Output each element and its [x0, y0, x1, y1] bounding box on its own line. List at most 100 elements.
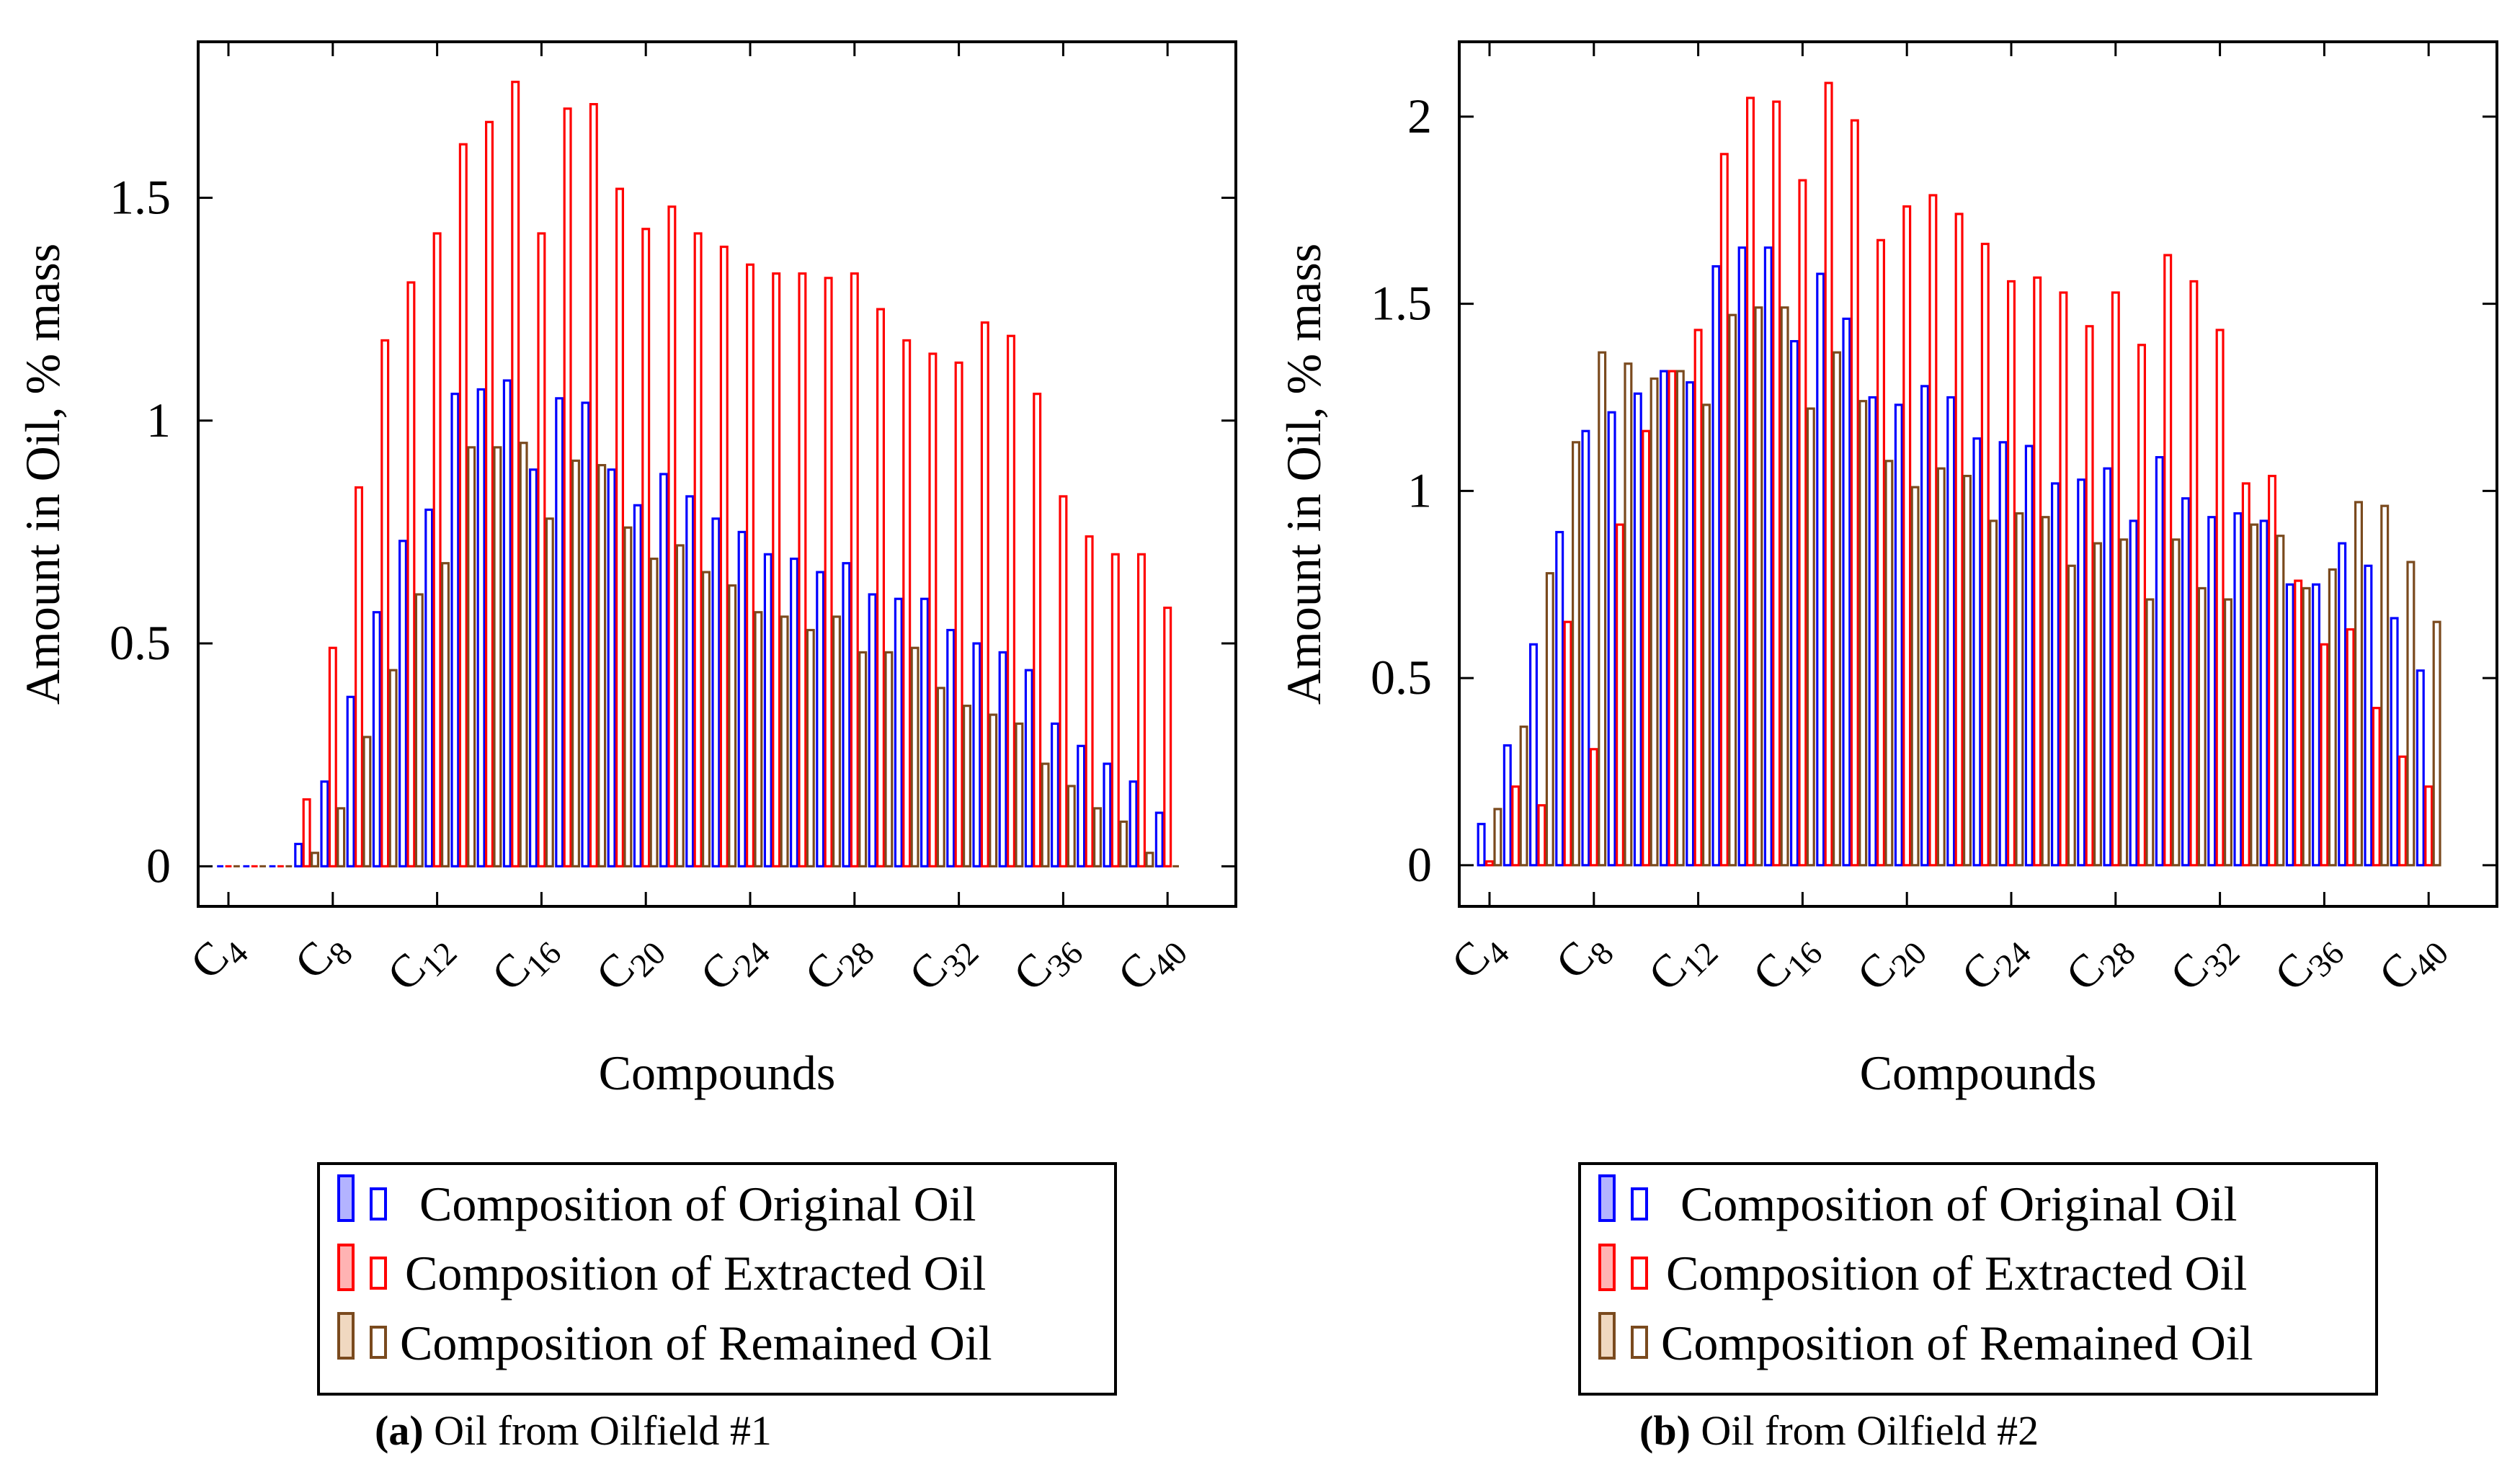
- bar-original: [424, 508, 434, 867]
- legend-label-remained-b: Composition of Remained Oil: [1661, 1316, 2253, 1370]
- y-tick-label: 1.5: [110, 169, 171, 224]
- bar-remained: [362, 736, 372, 867]
- legend-entry-original-b: Composition of Original Oil: [1598, 1174, 2238, 1231]
- y-ticks-b: 0 0.5 1 1.5 2: [1371, 89, 2497, 892]
- bar-original: [1555, 530, 1564, 867]
- bar-extracted: [798, 272, 807, 867]
- caption-b: (b) Oil from Oilfield #2: [1639, 1407, 2039, 1454]
- bar-extracted: [1163, 606, 1172, 867]
- bar-remained: [2276, 535, 2285, 867]
- bar-remained: [1833, 351, 1842, 867]
- bar-original: [2312, 583, 2321, 867]
- bar-remained: [623, 526, 633, 867]
- bar-remained: [597, 464, 607, 867]
- bar-original: [920, 597, 929, 867]
- bar-remained: [2224, 598, 2233, 867]
- bar-original: [842, 562, 851, 867]
- bar-remained: [1728, 313, 1737, 867]
- bar-remained: [2145, 598, 2155, 867]
- plot-area-frame-b: [1458, 40, 2498, 908]
- y-axis-label-a: Amount in Oil, % mass: [15, 244, 70, 705]
- bar-original: [1920, 385, 1930, 867]
- x-tick-label: C16: [1742, 919, 1829, 1006]
- bar-extracted: [876, 308, 885, 867]
- bar-extracted: [355, 486, 364, 867]
- y-ticks-a: 0 0.5 1 1.5: [110, 169, 1236, 893]
- bar-extracted: [484, 120, 494, 867]
- bar-extracted: [2059, 291, 2068, 867]
- bar-remained: [1493, 808, 1502, 867]
- bar-extracted: [1746, 97, 1755, 867]
- bar-extracted: [2111, 291, 2120, 867]
- bar-extracted: [458, 143, 468, 867]
- bar-remained: [1145, 852, 1154, 867]
- bar-remained: [571, 459, 580, 867]
- bar-extracted: [1693, 329, 1703, 867]
- bar-original: [2051, 482, 2060, 867]
- y-axis-label-b: Amount in Oil, % mass: [1276, 244, 1331, 705]
- bar-remained: [1936, 467, 1946, 867]
- legend-swatch-extracted-outline-a: [370, 1257, 387, 1290]
- bar-original: [581, 401, 590, 867]
- legend-box-a: [317, 1162, 1117, 1396]
- bar-extracted: [1059, 495, 1068, 867]
- bar-extracted: [1589, 748, 1598, 867]
- bar-extracted: [1537, 804, 1546, 867]
- bar-extracted: [1798, 179, 1807, 867]
- bar-remained: [884, 651, 894, 867]
- bar-extracted: [1033, 393, 1042, 867]
- bar-original: [1103, 762, 1112, 867]
- bar-original: [789, 557, 798, 867]
- bar-original: [1790, 339, 1799, 867]
- bars-b: [1477, 81, 2441, 867]
- bar-original: [2416, 669, 2425, 867]
- chart-panel-oilfield-1: 0 0.5 1 1.5 C4 C8 C12 C16 C20 C24 C28 C32 C36 C40 Am…: [15, 40, 1237, 1454]
- bar-extracted: [928, 352, 938, 867]
- bar-extracted: [615, 187, 624, 867]
- bar-remained: [2093, 542, 2103, 867]
- bar-remained: [728, 584, 737, 867]
- bar-remained: [519, 442, 528, 867]
- bar-original: [607, 468, 616, 867]
- bar-remained: [1041, 762, 1050, 867]
- bar-remained: [649, 557, 659, 867]
- bar-remained: [1649, 377, 1659, 867]
- bar-remained: [1910, 486, 1920, 867]
- legend-swatch-remained-b: [1598, 1312, 1616, 1360]
- bar-extracted: [1511, 785, 1521, 867]
- legend-swatch-original-b: [1598, 1174, 1616, 1222]
- x-axis-label-b: Compounds: [1860, 1045, 2097, 1100]
- bar-original: [2285, 583, 2294, 867]
- bar-remained: [388, 669, 398, 867]
- y-tick-label: 1.5: [1371, 276, 1432, 331]
- caption-label-b: (b): [1639, 1407, 1691, 1454]
- bar-remained: [1092, 807, 1102, 867]
- bar-remained: [1989, 519, 1998, 867]
- x-tick-label: C8: [285, 919, 360, 994]
- legend-entry-original-a: Composition of Original Oil: [337, 1174, 976, 1231]
- legend-box-b: [1578, 1162, 2378, 1396]
- bar-extracted: [1954, 213, 1964, 867]
- bar-original: [528, 468, 538, 867]
- bar-remained: [1119, 820, 1128, 867]
- bar-remained: [675, 544, 685, 867]
- bar-original: [1154, 811, 1164, 867]
- bar-original: [1946, 396, 1956, 867]
- bar-extracted: [902, 339, 912, 867]
- bar-remained: [2380, 504, 2390, 867]
- bar-extracted: [2033, 276, 2042, 867]
- bar-extracted: [641, 228, 651, 867]
- bar-remained: [467, 446, 476, 867]
- bar-original: [450, 393, 460, 867]
- bar-original: [1868, 396, 1877, 867]
- bar-original: [2364, 564, 2373, 867]
- x-tick-label: C12: [378, 919, 464, 1006]
- bar-original: [1581, 429, 1590, 867]
- bar-original: [346, 695, 355, 867]
- bar-extracted: [1085, 535, 1094, 867]
- bar-remained: [1675, 370, 1685, 867]
- legend-label-original-a: Composition of Original Oil: [419, 1177, 976, 1231]
- bar-original: [1477, 823, 1486, 867]
- bar-original: [1972, 437, 1982, 867]
- bar-original: [2390, 617, 2399, 867]
